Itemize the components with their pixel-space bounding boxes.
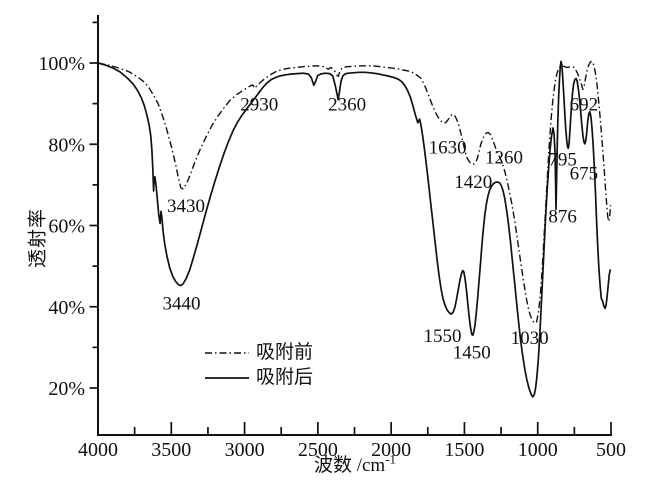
- y-axis-title: 透射率: [27, 207, 49, 269]
- y-tick-label: 20%: [48, 378, 85, 400]
- peak-label-876: 876: [548, 206, 577, 227]
- peak-label-692: 692: [570, 95, 599, 116]
- peak-label-3430: 3430: [167, 196, 205, 217]
- y-tick-label: 60%: [48, 216, 85, 238]
- legend-label-before: 吸附前: [256, 342, 314, 363]
- x-axis-title: 波数 /cm-1: [313, 451, 397, 476]
- axes: [97, 15, 612, 436]
- peak-label-1420: 1420: [454, 172, 492, 193]
- peak-label-1450: 1450: [453, 342, 491, 363]
- legend: 吸附前 吸附后: [205, 341, 313, 389]
- legend-item-after: 吸附后: [205, 366, 313, 389]
- x-tick-label: 3000: [225, 439, 265, 461]
- curve-before-adsorption: [97, 60, 612, 324]
- x-tick-label: 1000: [518, 439, 558, 461]
- peak-label-1030: 1030: [511, 328, 549, 349]
- legend-label-after: 吸附后: [256, 367, 314, 388]
- x-tick-label: 2500: [298, 439, 338, 461]
- y-tick-label: 80%: [48, 134, 85, 156]
- x-tick-label: 4000: [78, 439, 118, 461]
- x-tick-label: 2000: [371, 439, 411, 461]
- x-tick-label: 1500: [444, 439, 484, 461]
- x-tick-label: 500: [596, 439, 626, 461]
- legend-item-before: 吸附前: [205, 341, 313, 364]
- dashdot-line-sample-icon: [205, 351, 249, 354]
- y-tick-label: 100%: [38, 53, 85, 75]
- peak-label-3440: 3440: [163, 294, 201, 315]
- y-tick-label: 40%: [48, 297, 85, 319]
- x-tick-label: 3500: [151, 439, 191, 461]
- curve-after-adsorption: [97, 60, 612, 398]
- peak-label-1260: 1260: [485, 147, 523, 168]
- peak-label-2360: 2360: [328, 95, 366, 116]
- peak-label-1550: 1550: [423, 326, 461, 347]
- peak-label-1630: 1630: [429, 137, 467, 158]
- solid-line-sample-icon: [205, 376, 249, 379]
- peak-label-2930: 2930: [240, 95, 278, 116]
- peak-label-795: 795: [548, 149, 577, 170]
- peak-label-675: 675: [570, 164, 599, 185]
